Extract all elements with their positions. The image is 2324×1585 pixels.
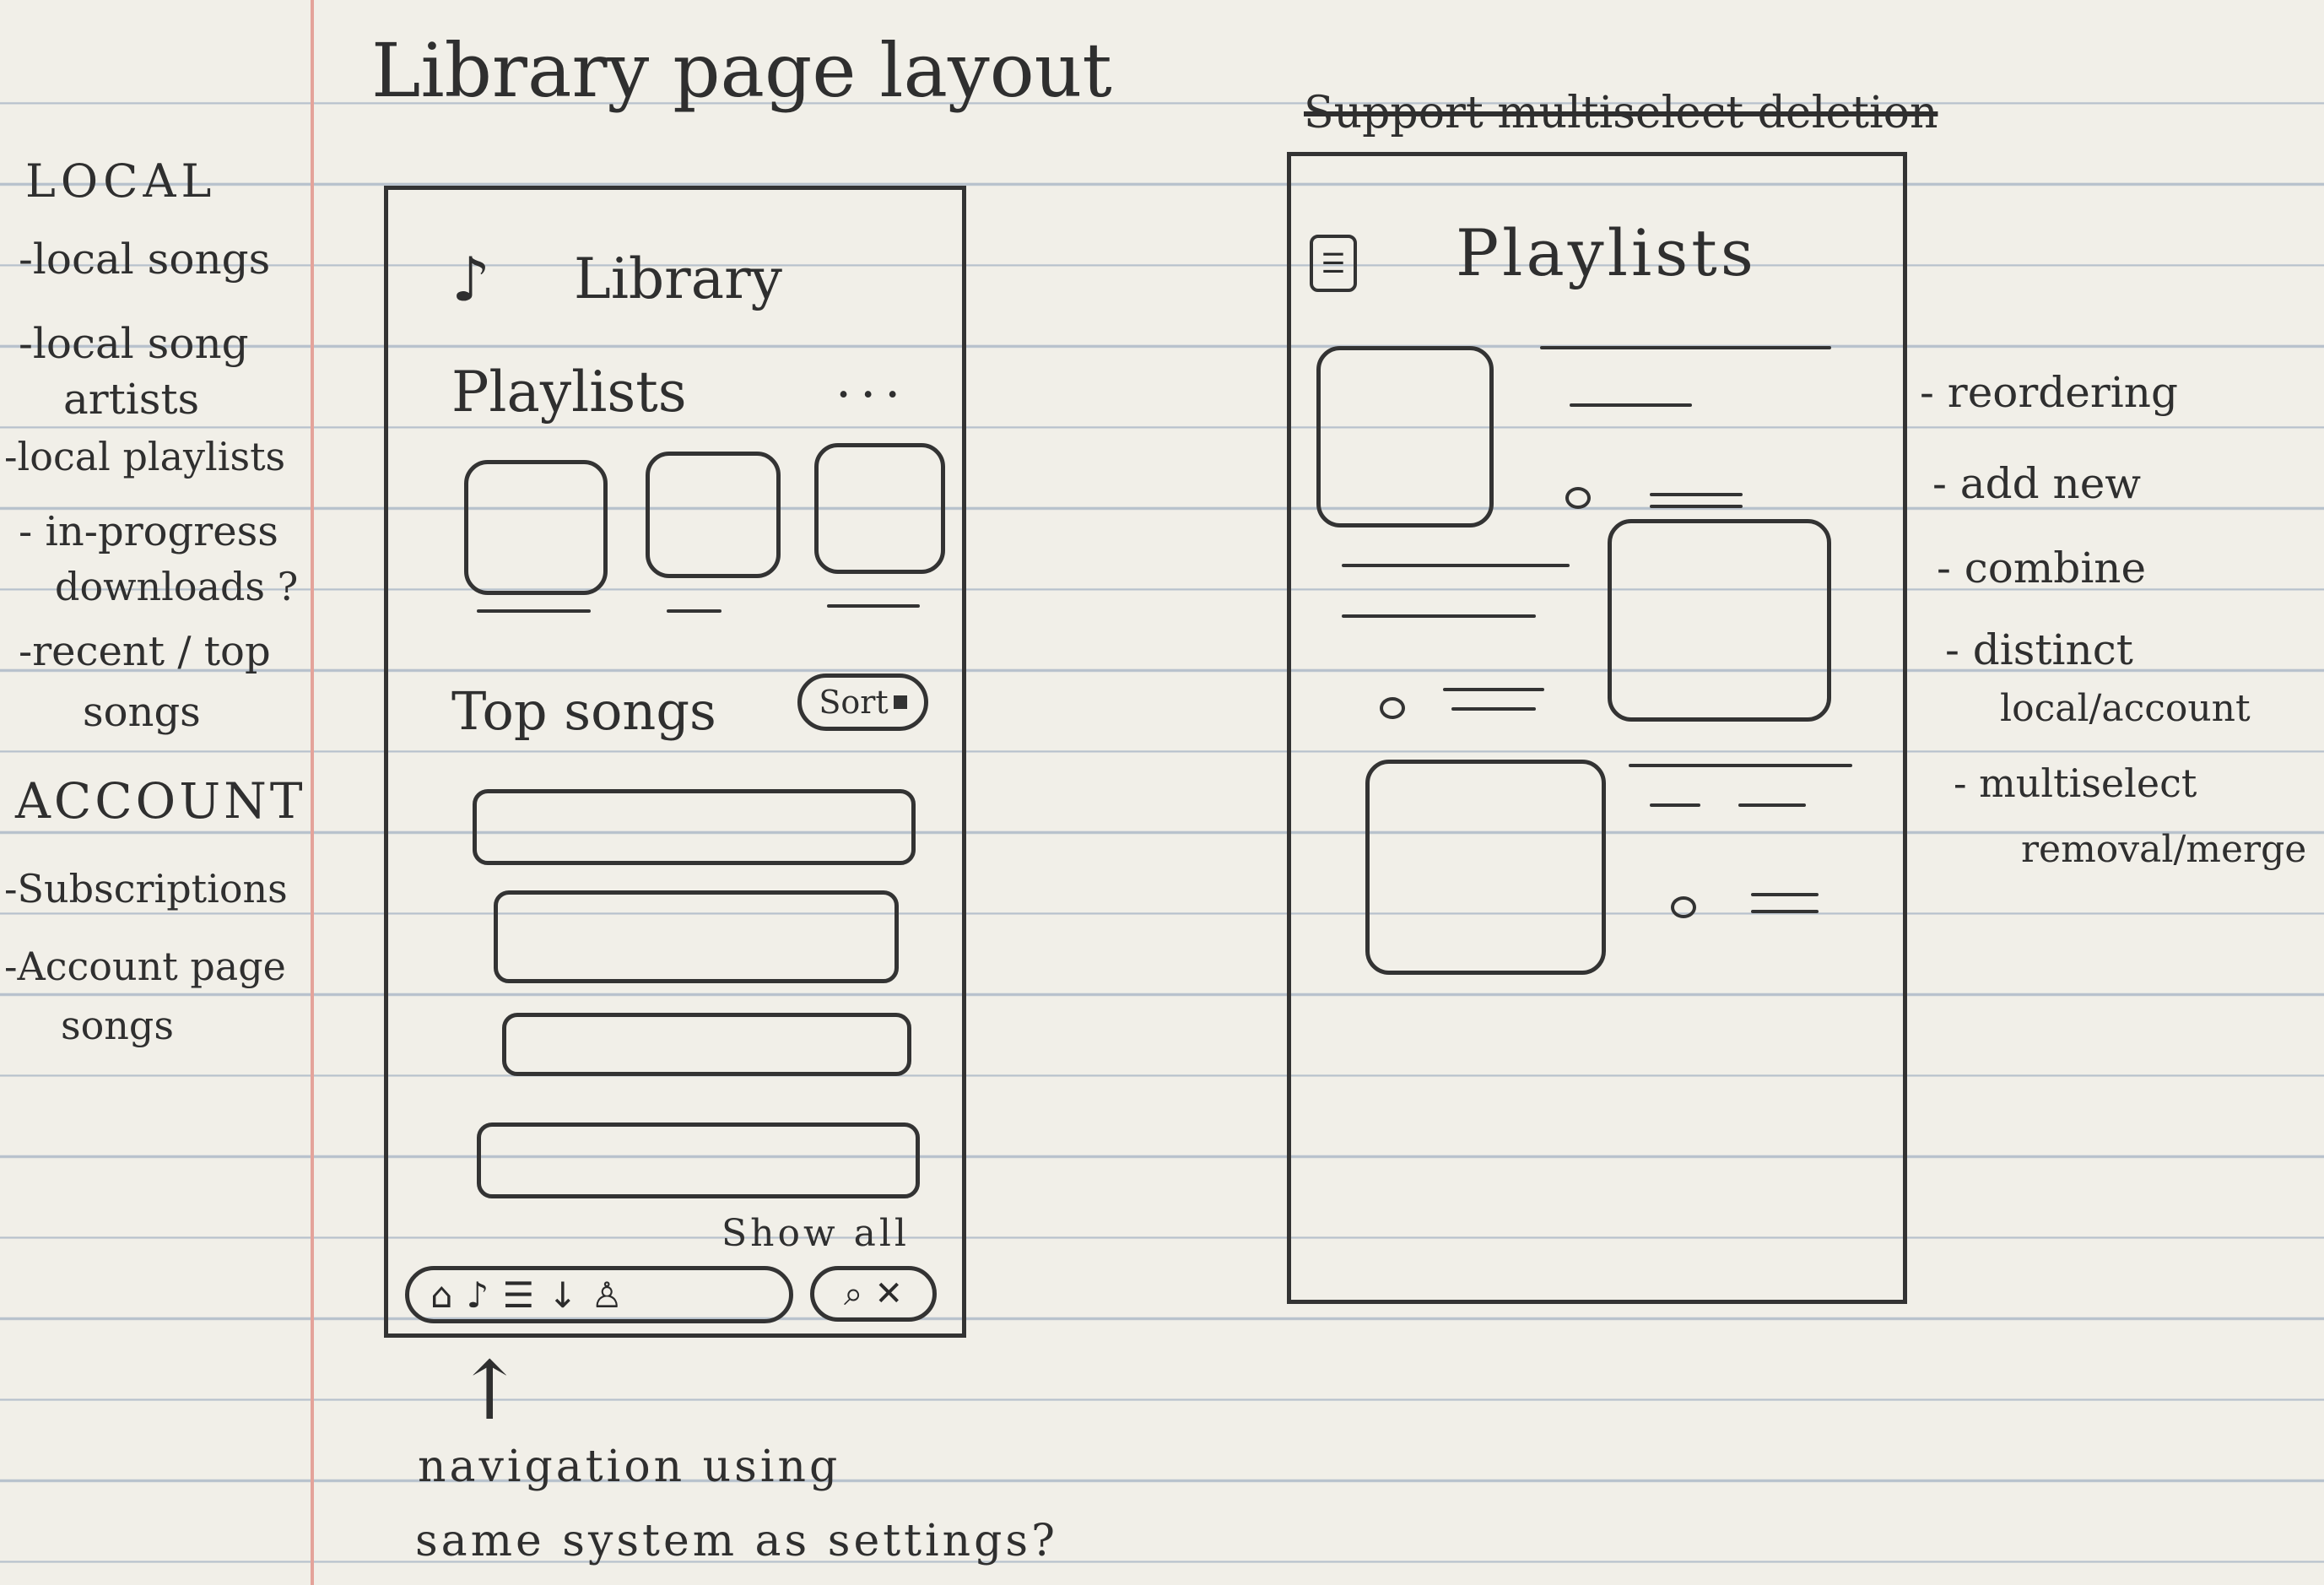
local-heading: LOCAL (25, 154, 217, 208)
note-local-song: -local song (19, 319, 249, 368)
playlist-meta-dot (1565, 487, 1591, 509)
library-screen-frame (384, 186, 966, 1338)
user-icon[interactable]: ♙ (591, 1274, 623, 1316)
top-songs-label: Top songs (451, 680, 716, 742)
playlist-name-line (1629, 764, 1852, 767)
note-in-progress: - in-progress (19, 508, 278, 555)
note-multiselect: - multiselect (1954, 760, 2197, 806)
nav-annotation-line2: same system as settings? (415, 1516, 1058, 1566)
playlist-meta-dot (1380, 697, 1405, 719)
playlist-title-line (667, 609, 722, 613)
playlists-section-label: Playlists (451, 360, 687, 425)
music-note-icon[interactable]: ♪ (466, 1274, 489, 1316)
playlists-screen-frame (1287, 152, 1907, 1304)
note-account-page: -Account page (4, 944, 286, 989)
playlist-cover[interactable] (1608, 519, 1831, 722)
download-icon[interactable]: ↓ (548, 1274, 578, 1316)
playlist-name-line (1738, 803, 1806, 807)
struck-note: Support multiselect deletion (1304, 88, 1938, 138)
playlist-cover[interactable] (1365, 760, 1606, 975)
note-distinct: - distinct (1945, 625, 2133, 674)
playlist-name-line (1570, 403, 1692, 407)
song-row[interactable] (502, 1013, 911, 1076)
bottom-navigation-bar[interactable]: ⌂ ♪ ☰ ↓ ♙ (405, 1266, 793, 1323)
note-local-playlists: -local playlists (4, 434, 286, 479)
note-account-songs: songs (61, 1003, 174, 1048)
nav-annotation-line1: navigation using (418, 1442, 841, 1492)
more-options-icon[interactable]: ... (835, 350, 910, 409)
playlist-icon: ☰ (1310, 235, 1357, 292)
playlist-meta-dot (1671, 896, 1696, 918)
sort-label: Sort (819, 684, 889, 721)
close-icon[interactable]: ✕ (874, 1274, 903, 1313)
playlist-title-line (827, 604, 920, 608)
note-add-new: - add new (1932, 459, 2142, 508)
playlist-meta-line (1451, 707, 1536, 711)
playlist-thumbnail[interactable] (814, 443, 945, 574)
note-subscriptions: -Subscriptions (4, 866, 288, 912)
playlist-meta-line (1650, 505, 1743, 508)
note-reordering: - reordering (1920, 368, 2178, 417)
song-row[interactable] (494, 890, 899, 983)
note-removal-merge: removal/merge (2021, 828, 2307, 871)
sketch-title: Library page layout (371, 27, 1112, 114)
note-artists: artists (63, 375, 200, 424)
playlist-meta-line (1650, 493, 1743, 496)
note-recent-top: -recent / top (19, 628, 271, 675)
music-note-icon: ♪ (451, 244, 490, 315)
note-songs: songs (83, 689, 201, 736)
margin-line (311, 0, 314, 1585)
note-local-account: local/account (2000, 687, 2251, 730)
library-header: Library (574, 246, 782, 311)
list-icon[interactable]: ☰ (502, 1274, 535, 1316)
sort-button[interactable]: Sort (797, 673, 928, 731)
dropdown-icon (893, 695, 907, 709)
show-all-link[interactable]: Show all (722, 1212, 910, 1255)
playlist-name-line (1342, 614, 1536, 618)
playlists-header: Playlists (1456, 215, 1757, 290)
song-row[interactable] (473, 789, 916, 865)
playlist-name-line (1540, 346, 1831, 349)
playlist-thumbnail[interactable] (646, 452, 781, 578)
account-heading: ACCOUNT (15, 772, 306, 830)
playlist-name-line (1650, 803, 1700, 807)
playlist-cover[interactable] (1316, 346, 1494, 527)
search-icon[interactable]: ⌕ (844, 1274, 863, 1313)
playlist-meta-line (1443, 688, 1544, 691)
arrow-up-icon: ↑ (456, 1344, 524, 1438)
search-close-pill[interactable]: ⌕ ✕ (810, 1266, 937, 1322)
playlist-name-line (1342, 564, 1570, 567)
playlist-thumbnail[interactable] (464, 460, 608, 595)
song-row[interactable] (477, 1122, 920, 1198)
note-local-songs: -local songs (19, 235, 271, 284)
note-combine: - combine (1937, 544, 2147, 592)
playlist-meta-line (1751, 910, 1819, 913)
playlist-meta-line (1751, 893, 1819, 896)
home-icon[interactable]: ⌂ (430, 1274, 453, 1316)
playlist-title-line (477, 609, 591, 613)
note-downloads: downloads ? (55, 564, 299, 609)
